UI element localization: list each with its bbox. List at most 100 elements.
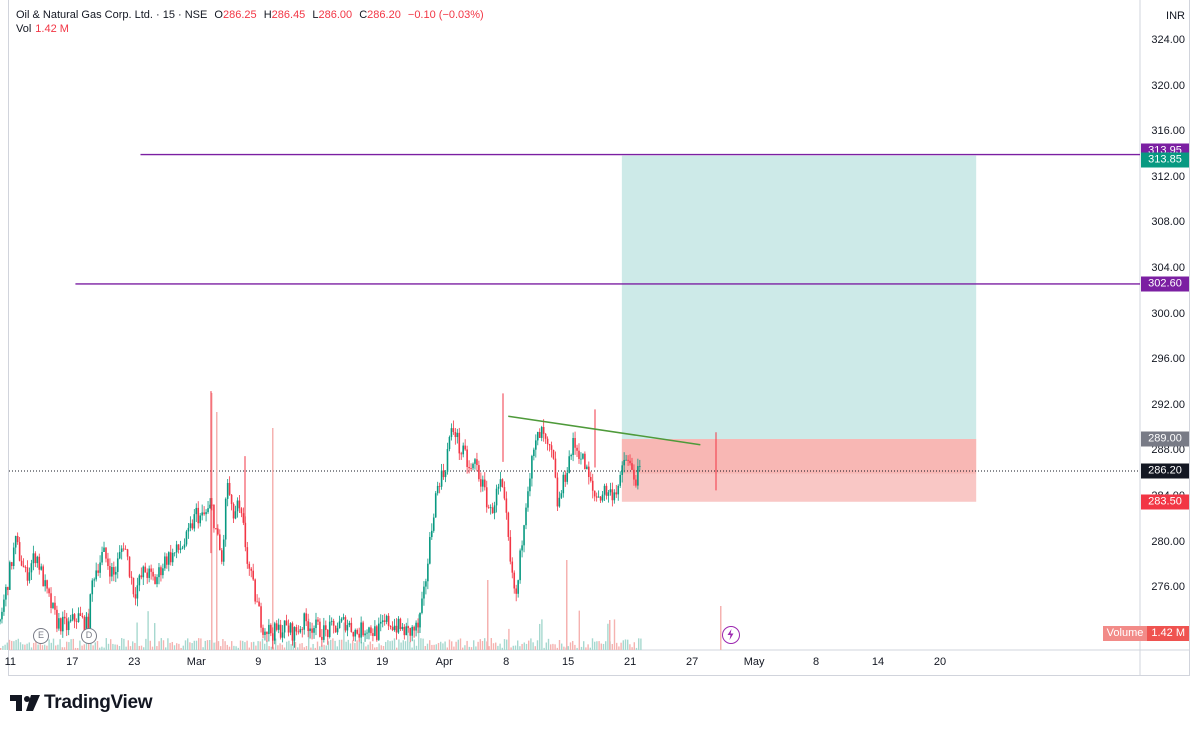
low-value: 286.00: [318, 9, 353, 21]
candle-body-244: [478, 465, 480, 480]
volume-bar-141: [310, 647, 312, 650]
candle-body-3: [5, 587, 7, 600]
volume-bar-117: [257, 641, 259, 650]
y-tick-label: 276.00: [1151, 581, 1185, 594]
volume-bar-173: [380, 645, 382, 650]
candle-body-136: [266, 631, 268, 635]
candle-body-239: [468, 466, 470, 469]
chart-frame[interactable]: [8, 0, 1190, 676]
candle-body-79: [154, 576, 156, 585]
volume-bar-187: [411, 647, 413, 650]
volume-bar-266: [585, 647, 587, 650]
dividend-badge[interactable]: D: [81, 628, 97, 644]
candle-body-173: [338, 621, 341, 629]
y-tick-label: 300.00: [1151, 307, 1185, 320]
candle-body-20: [38, 556, 41, 570]
lightning-icon[interactable]: [722, 626, 740, 644]
volume-bar-131: [288, 640, 290, 650]
volume-spike-0: [211, 393, 213, 650]
y-tick-label: 292.00: [1151, 398, 1185, 411]
volume-bar-256: [563, 646, 565, 650]
volume-bar-3: [6, 642, 8, 650]
candle-body-293: [574, 437, 576, 448]
candle-body-249: [487, 507, 490, 509]
volume-bar-136: [299, 643, 301, 650]
candle-body-242: [474, 459, 476, 464]
candle-body-290: [568, 456, 570, 473]
volume-bar-59: [129, 646, 132, 650]
volume-bar-264: [580, 646, 583, 650]
volume-bar-239: [525, 643, 528, 650]
volume-bar-76: [167, 638, 169, 650]
volume-bar-4: [8, 639, 11, 650]
currency-label[interactable]: INR: [1166, 10, 1185, 22]
candle-body-308: [603, 485, 606, 495]
y-tick-label: 288.00: [1151, 444, 1185, 457]
volume-bar-237: [521, 643, 523, 650]
volume-bar-246: [541, 619, 543, 650]
volume-bar-105: [231, 641, 233, 650]
candle-body-302: [591, 480, 594, 491]
volume-bar-122: [268, 646, 270, 650]
earnings-badge[interactable]: E: [33, 628, 49, 644]
candle-body-313: [613, 492, 616, 501]
candle-body-325: [637, 466, 639, 486]
volume-bar-57: [125, 646, 127, 650]
volume-bar-240: [528, 640, 530, 650]
volume-bar-188: [413, 639, 415, 650]
volume-bar-29: [63, 647, 66, 650]
candle-body-273: [535, 440, 537, 450]
volume-bar-270: [594, 641, 596, 650]
volume-bar-71: [156, 646, 158, 650]
volume-bar-181: [398, 639, 400, 650]
candle-body-84: [164, 556, 166, 569]
volume-bar-267: [587, 644, 589, 650]
candle-body-85: [166, 556, 168, 565]
candle-body-300: [588, 466, 590, 478]
volume-bar-130: [286, 641, 288, 650]
volume-bar-218: [479, 639, 481, 650]
volume-bar-168: [369, 641, 371, 650]
volume-bar-20: [44, 644, 46, 650]
candle-body-322: [631, 463, 633, 470]
y-tick-label: 316.00: [1151, 125, 1185, 138]
candle-body-41: [79, 613, 82, 616]
volume-bar-1: [2, 645, 4, 650]
volume-bar-51: [112, 643, 114, 650]
volume-bar-179: [393, 638, 396, 650]
tradingview-logo[interactable]: TradingView: [10, 692, 153, 714]
volume-bar-48: [105, 638, 107, 650]
candle-body-105: [205, 512, 207, 515]
candle-body-59: [114, 571, 117, 575]
candle-body-316: [619, 474, 622, 486]
volume-bar-213: [468, 646, 470, 650]
candle-body-60: [116, 558, 119, 572]
candle-body-147: [287, 625, 290, 633]
volume-bar-154: [338, 639, 341, 650]
candle-body-296: [580, 458, 582, 460]
candle-body-66: [128, 556, 131, 577]
volume-bar-79: [173, 645, 176, 650]
volume-bar-54: [118, 646, 121, 650]
open-value: 286.25: [222, 9, 257, 21]
candle-body-259: [507, 512, 510, 537]
volume-bar-174: [382, 645, 385, 650]
volume-bar-197: [433, 644, 435, 650]
candle-body-140: [273, 623, 276, 641]
volume-bar-56: [123, 638, 125, 650]
volume-spike-1: [216, 412, 218, 650]
candle-body-317: [621, 465, 623, 475]
candle-body-223: [436, 485, 439, 494]
volume-bar-195: [429, 640, 431, 650]
candle-body-80: [156, 577, 158, 585]
candle-body-192: [376, 626, 378, 640]
candle-body-25: [48, 588, 50, 594]
candle-body-171: [334, 625, 337, 633]
volume-bar-106: [233, 645, 235, 650]
trendline: [508, 415, 701, 446]
volume-bar-66: [145, 638, 147, 650]
candle-body-144: [281, 632, 284, 638]
volume-bar-92: [202, 647, 204, 650]
y-tick-label: 324.00: [1151, 33, 1185, 46]
